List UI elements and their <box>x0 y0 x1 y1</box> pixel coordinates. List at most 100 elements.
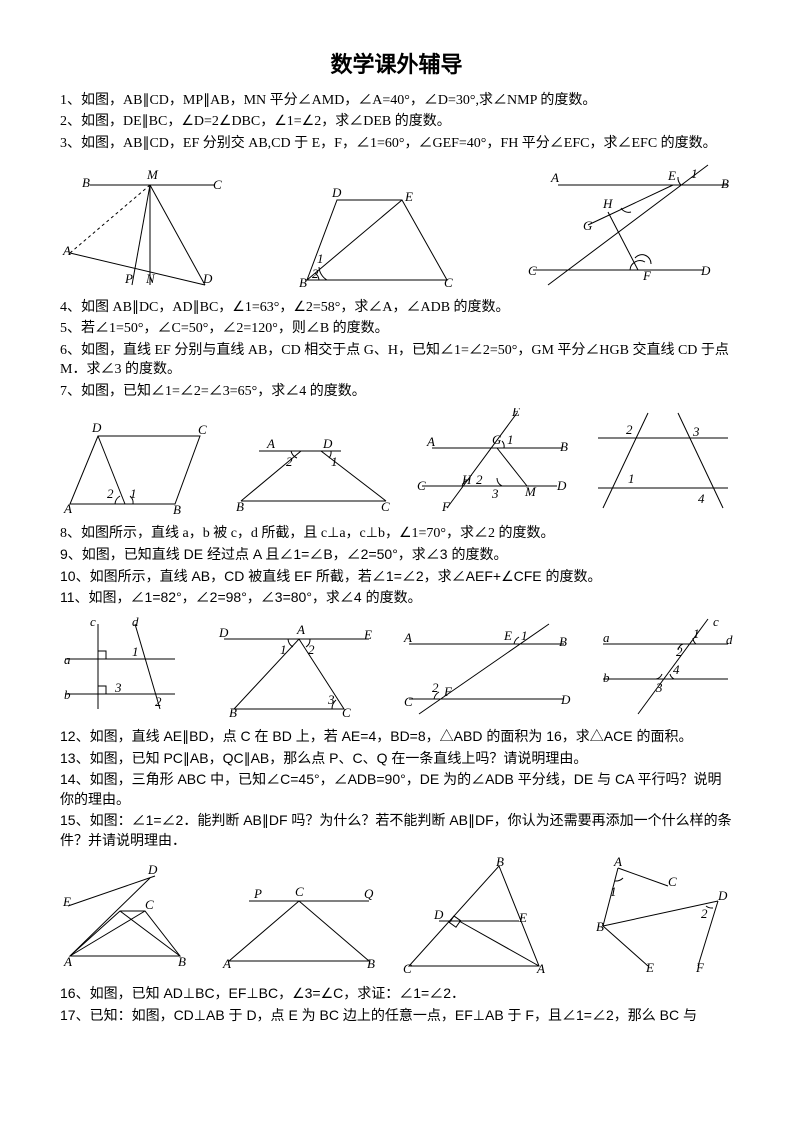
svg-text:A: A <box>63 501 72 516</box>
svg-text:G: G <box>583 218 593 233</box>
svg-text:B: B <box>367 956 375 971</box>
figure-row-3: cd ab 132 DAE 12 BC3 AE1B CF2D <box>60 614 733 719</box>
svg-text:E: E <box>404 189 413 204</box>
svg-text:A: A <box>266 436 275 451</box>
svg-text:C: C <box>213 177 222 192</box>
svg-text:2: 2 <box>155 694 162 709</box>
svg-text:C: C <box>198 422 207 437</box>
problem-8: 8、如图所示，直线 a，b 被 c，d 所截，且 c⊥a，c⊥b，∠1=70°，… <box>60 524 733 544</box>
svg-text:A: A <box>222 956 231 971</box>
svg-text:M: M <box>146 167 159 182</box>
problem-17: 17、已知：如图，CD⊥AB 于 D，点 E 为 BC 边上的任意一点，EF⊥A… <box>60 1006 733 1026</box>
svg-text:D: D <box>433 907 444 922</box>
svg-text:2: 2 <box>476 472 483 487</box>
svg-text:C: C <box>381 499 390 514</box>
svg-text:B: B <box>229 705 237 719</box>
svg-text:B: B <box>299 275 307 290</box>
problem-9: 9、如图，已知直线 DE 经过点 A 且∠1=∠B，∠2=50°，求∠3 的度数… <box>60 545 733 565</box>
svg-text:N: N <box>145 271 156 286</box>
svg-text:b: b <box>603 670 610 685</box>
figure-3: AB E1 HG CD F <box>503 160 733 290</box>
svg-text:3: 3 <box>692 424 700 439</box>
svg-text:4: 4 <box>673 662 680 677</box>
problem-6: 6、如图，直线 EF 分别与直线 AB，CD 相交于点 G、H，已知∠1=∠2=… <box>60 341 733 380</box>
problem-10: 10、如图所示，直线 AB，CD 被直线 EF 所截，若∠1=∠2，求∠AEF+… <box>60 567 733 587</box>
svg-text:d: d <box>726 632 733 647</box>
svg-text:E: E <box>363 627 372 642</box>
svg-text:1: 1 <box>691 166 698 181</box>
svg-text:P: P <box>124 271 133 286</box>
problem-12: 12、如图，直线 AE∥BD，点 C 在 BD 上，若 AE=4，BD=8，△A… <box>60 727 733 747</box>
svg-text:D: D <box>560 692 571 707</box>
svg-text:A: A <box>426 434 435 449</box>
problem-16: 16、如图，已知 AD⊥BC，EF⊥BC，∠3=∠C，求证：∠1=∠2． <box>60 984 733 1004</box>
svg-text:2: 2 <box>676 644 683 659</box>
figure-13: P C Q A B <box>219 856 384 976</box>
problem-1: 1、如图，AB∥CD，MP∥AB，MN 平分∠AMD，∠A=40°，∠D=30°… <box>60 91 733 111</box>
svg-text:E: E <box>518 910 527 925</box>
figure-9: DAE 12 BC3 <box>204 614 374 719</box>
svg-text:F: F <box>443 684 453 699</box>
svg-text:D: D <box>700 263 711 278</box>
svg-text:2: 2 <box>626 422 633 437</box>
figure-row-4: ED C AB PCQ AB B DE CA <box>60 856 733 976</box>
svg-text:A: A <box>63 954 72 969</box>
figure-15: AC 1 BD 2 EF <box>568 856 733 976</box>
svg-text:3: 3 <box>114 680 122 695</box>
svg-text:a: a <box>603 630 610 645</box>
svg-text:D: D <box>717 888 728 903</box>
svg-text:b: b <box>64 687 71 702</box>
figure-10: AE1B CF2D <box>399 614 574 719</box>
svg-text:C: C <box>403 961 412 976</box>
page-title: 数学课外辅导 <box>60 50 733 81</box>
svg-text:1: 1 <box>693 626 700 641</box>
svg-text:G: G <box>492 432 502 447</box>
svg-text:H: H <box>461 472 472 487</box>
svg-text:B: B <box>721 176 729 191</box>
svg-text:F: F <box>695 960 705 975</box>
svg-text:E: E <box>667 168 676 183</box>
svg-text:D: D <box>556 478 567 493</box>
svg-text:A: A <box>550 170 559 185</box>
svg-text:1: 1 <box>521 628 528 643</box>
svg-text:A: A <box>62 243 71 258</box>
svg-text:1: 1 <box>280 642 287 657</box>
svg-text:A: A <box>296 622 305 637</box>
svg-text:Q: Q <box>364 886 374 901</box>
svg-text:B: B <box>173 502 181 516</box>
figure-1: B M C A PN D <box>60 165 230 290</box>
problem-2: 2、如图，DE∥BC，∠D=2∠DBC，∠1=∠2，求∠DEB 的度数。 <box>60 112 733 132</box>
problem-4: 4、如图 AB∥DC，AD∥BC，∠1=63°，∠2=58°，求∠A，∠ADB … <box>60 298 733 318</box>
svg-text:D: D <box>218 625 229 640</box>
svg-text:F: F <box>642 268 652 283</box>
svg-text:2: 2 <box>107 486 114 501</box>
svg-text:c: c <box>713 614 719 629</box>
svg-text:A: A <box>536 961 545 976</box>
svg-text:4: 4 <box>698 491 705 506</box>
svg-text:E: E <box>511 408 520 419</box>
figure-11: cd a b 12 43 <box>598 614 733 719</box>
figure-2: DE BC 12 <box>277 165 457 290</box>
svg-text:C: C <box>145 897 154 912</box>
svg-text:D: D <box>202 271 213 286</box>
svg-text:C: C <box>295 884 304 899</box>
figure-14: B DE CA <box>399 856 554 976</box>
figure-row-2: DC AB 21 AD BC 21 E <box>60 408 733 516</box>
svg-text:C: C <box>528 263 537 278</box>
figure-row-1: BMC APND DE BC 12 AB <box>60 160 733 290</box>
svg-text:a: a <box>64 652 71 667</box>
svg-text:D: D <box>91 420 102 435</box>
svg-text:d: d <box>132 614 139 629</box>
svg-text:E: E <box>645 960 654 975</box>
svg-text:F: F <box>441 499 451 514</box>
svg-text:3: 3 <box>655 680 663 695</box>
svg-text:B: B <box>82 175 90 190</box>
svg-text:C: C <box>342 705 351 719</box>
svg-text:3: 3 <box>491 486 499 501</box>
svg-text:1: 1 <box>331 454 338 469</box>
svg-text:E: E <box>62 894 71 909</box>
svg-text:B: B <box>559 634 567 649</box>
svg-text:P: P <box>253 886 262 901</box>
svg-text:D: D <box>331 185 342 200</box>
svg-text:C: C <box>417 478 426 493</box>
